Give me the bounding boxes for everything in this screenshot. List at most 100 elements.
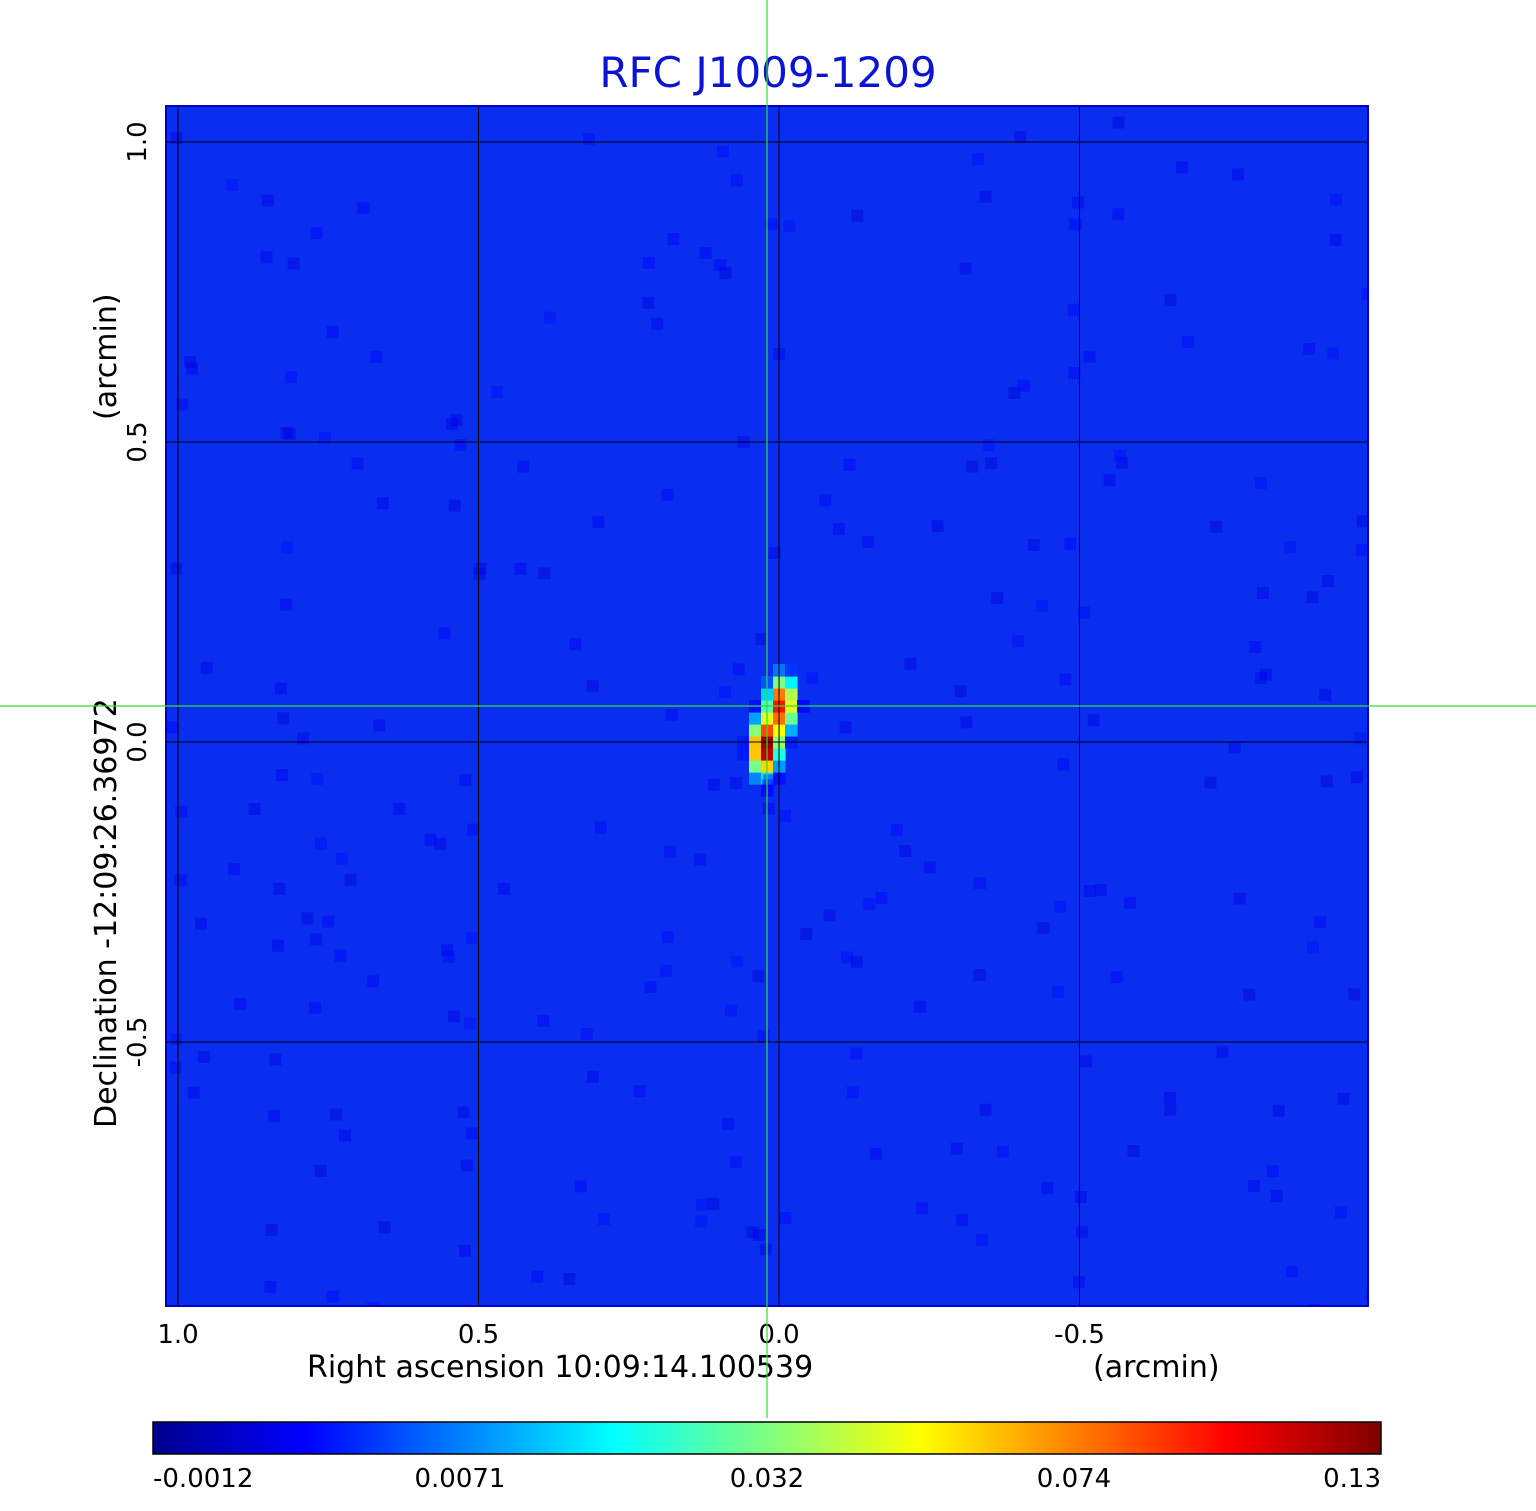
noise-cell [226,179,239,192]
noise-cell [1259,668,1272,681]
noise-cell [1327,347,1340,360]
noise-cell [761,779,774,792]
noise-cell [1255,672,1268,685]
colorbar-tick-label: -0.0012 [153,1464,253,1494]
noise-cell [1036,600,1049,612]
noise-cell [833,523,845,536]
noise-cell [200,661,213,674]
noise-cell [973,877,986,890]
noise-cell [448,499,461,512]
noise-cell [899,844,912,857]
noise-cell [336,852,349,865]
y-axis-label: Declination -12:09:26.36972 [89,698,124,1128]
noise-cell [1068,367,1081,380]
noise-cell [1087,714,1100,727]
noise-cell [373,719,386,732]
colorbar-tick-label: 0.074 [1037,1464,1111,1494]
noise-cell [862,535,875,548]
noise-cell [731,955,744,968]
noise-cell [979,190,992,203]
noise-cell [311,772,324,785]
noise-cell [285,371,298,384]
noise-cell [1266,1165,1279,1178]
noise-cell [170,562,183,575]
noise-cell [330,1108,343,1121]
noise-cell [287,257,300,270]
noise-cell [757,1030,770,1043]
colorbar-tick-label: 0.032 [730,1464,804,1494]
noise-cell [1059,673,1072,686]
noise-cell [843,458,856,471]
noise-cell [318,431,331,444]
noise-cell [1103,474,1116,487]
x-axis-label: Right ascension 10:09:14.100539 [307,1350,813,1385]
noise-cell [264,1280,277,1293]
noise-cell [950,1142,963,1155]
noise-cell [1216,1045,1229,1058]
noise-cell [277,712,290,725]
noise-cell [279,598,292,611]
noise-cell [326,326,339,338]
noise-cell [714,259,727,272]
noise-cell [283,428,296,440]
noise-cell [840,951,853,964]
noise-cell [367,975,380,988]
noise-cell [966,460,979,473]
noise-cell [1320,775,1333,788]
noise-cell [434,837,447,850]
noise-cell [997,1145,1009,1158]
noise-cell [269,1053,282,1066]
noise-cell [863,898,875,910]
noise-cell [976,1234,988,1247]
noise-cell [175,805,188,818]
noise-cell [642,256,655,269]
noise-cell [1115,456,1128,469]
noise-cell [1272,1104,1285,1117]
noise-cell [914,1000,927,1013]
noise-cell [474,562,487,575]
noise-cell [1255,477,1267,489]
noise-cell [1083,350,1096,363]
noise-cell [1348,988,1361,1001]
noise-cell [753,1229,765,1242]
noise-cell [663,845,676,858]
noise-cell [1210,520,1223,533]
noise-cell [972,153,984,165]
colorbar: -0.0012 0.0071 0.032 0.074 0.13 [152,1421,1382,1494]
noise-cell [1079,1055,1092,1068]
noise-cell [1337,1092,1350,1105]
noise-cell [228,863,241,876]
noise-cell [1127,1145,1140,1157]
noise-cell [1163,1091,1176,1104]
noise-cell [1164,1103,1177,1116]
noise-cell [457,1106,470,1119]
noise-cell [1350,771,1363,784]
noise-cell [765,218,778,231]
noise-cell [960,716,973,729]
noise-cell [1314,916,1327,929]
noise-cell [174,874,187,887]
noise-cell [592,516,605,529]
noise-cell [763,774,776,787]
noise-cell [186,362,199,375]
noise-cell [1303,342,1316,355]
heatmap-cell [749,748,762,761]
noise-cell [310,933,323,946]
noise-cell [273,882,286,895]
noise-cell [1072,1276,1085,1289]
noise-cell [1232,168,1244,181]
noise-cell [759,1243,772,1256]
noise-cell [1037,922,1050,935]
heatmap-cell [749,724,762,737]
noise-cell [1094,884,1107,896]
noise-cell [1361,288,1368,300]
noise-cell [309,1001,322,1014]
noise-cell [1321,575,1334,587]
noise-cell [724,1004,737,1017]
noise-cell [762,802,775,815]
noise-cell [696,1198,709,1211]
noise-cell [1008,387,1021,399]
noise-cell [819,494,832,507]
noise-cell [538,567,551,580]
noise-cell [985,457,998,470]
